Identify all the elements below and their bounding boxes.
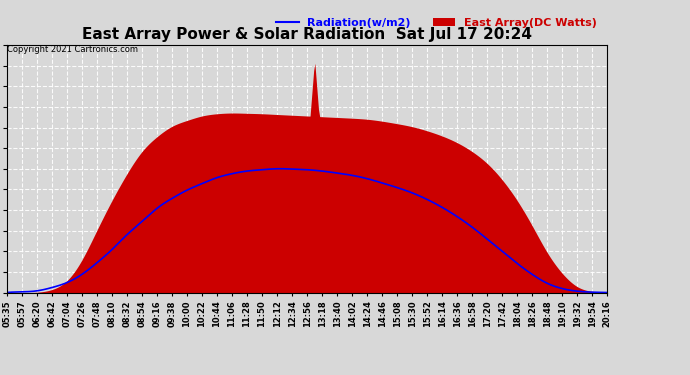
Legend: Radiation(w/m2), East Array(DC Watts): Radiation(w/m2), East Array(DC Watts) bbox=[272, 13, 602, 32]
Title: East Array Power & Solar Radiation  Sat Jul 17 20:24: East Array Power & Solar Radiation Sat J… bbox=[82, 27, 532, 42]
Text: Copyright 2021 Cartronics.com: Copyright 2021 Cartronics.com bbox=[7, 45, 138, 54]
